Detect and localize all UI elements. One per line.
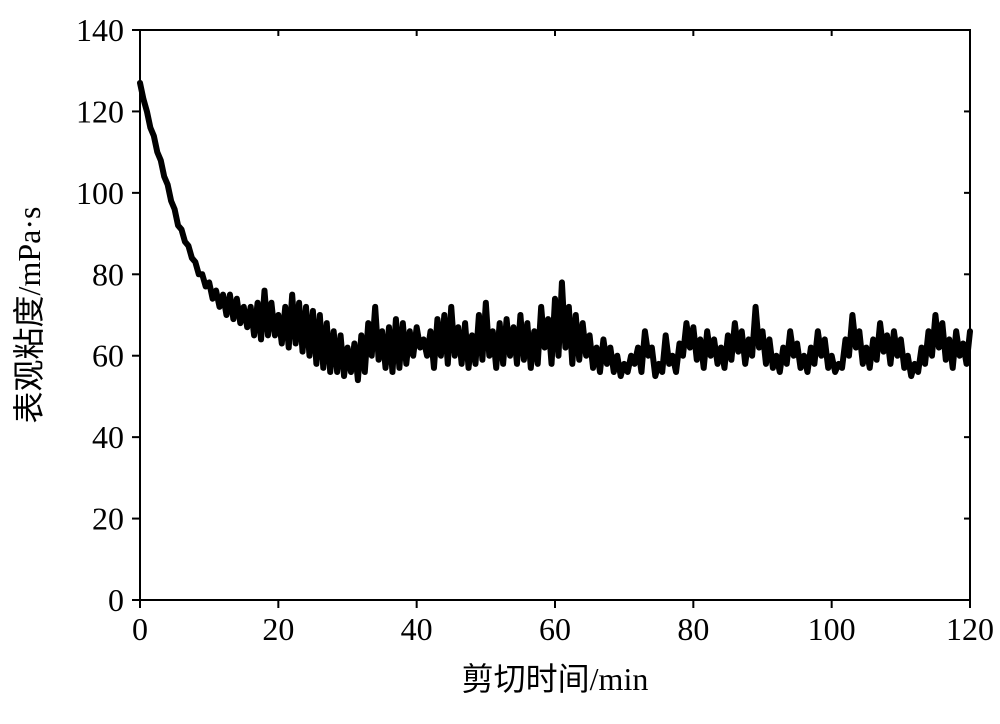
y-tick-label: 80 — [92, 256, 124, 292]
x-tick-label: 120 — [946, 611, 994, 647]
y-tick-label: 100 — [76, 175, 124, 211]
x-tick-label: 40 — [401, 611, 433, 647]
x-tick-label: 80 — [677, 611, 709, 647]
y-tick-label: 20 — [92, 501, 124, 537]
y-tick-label: 40 — [92, 419, 124, 455]
y-tick-label: 120 — [76, 93, 124, 129]
viscosity-series-line — [140, 83, 970, 380]
y-tick-label: 60 — [92, 338, 124, 374]
y-tick-label: 0 — [108, 582, 124, 618]
y-tick-label: 140 — [76, 12, 124, 48]
x-tick-label: 60 — [539, 611, 571, 647]
x-tick-label: 20 — [262, 611, 294, 647]
y-axis-label: 表观粘度/mPa·s — [11, 207, 47, 424]
viscosity-chart: 0 20 40 60 80 100 120 0 20 40 60 80 100 120 140 剪切时间/mi… — [0, 0, 1000, 724]
x-tick-label: 0 — [132, 611, 148, 647]
x-axis-label: 剪切时间/min — [462, 661, 649, 697]
x-tick-label: 100 — [808, 611, 856, 647]
chart-svg: 0 20 40 60 80 100 120 0 20 40 60 80 100 120 140 剪切时间/mi… — [0, 0, 1000, 724]
